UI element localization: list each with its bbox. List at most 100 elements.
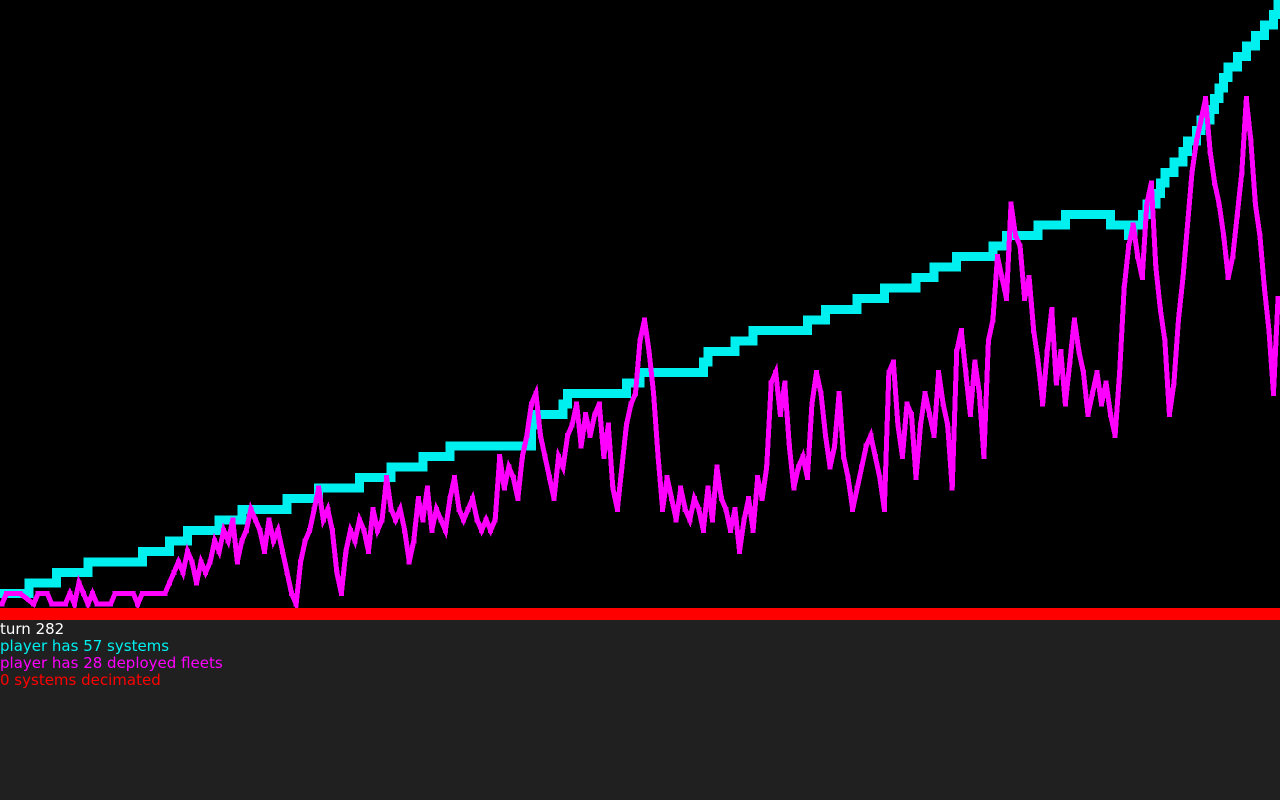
fleets-point xyxy=(44,590,50,596)
fleets-point xyxy=(239,538,245,544)
fleets-point xyxy=(429,527,435,533)
systems-point xyxy=(997,241,1007,251)
fleets-point xyxy=(795,464,801,470)
fleets-point xyxy=(1144,201,1150,207)
fleets-point xyxy=(492,517,498,523)
systems-point xyxy=(1223,62,1233,72)
systems-point xyxy=(821,304,831,314)
fleets-point xyxy=(651,390,657,396)
systems-point xyxy=(214,515,224,525)
fleets-point xyxy=(927,412,933,418)
fleets-point xyxy=(908,412,914,418)
fleets-point xyxy=(1171,380,1177,386)
fleets-point xyxy=(280,548,286,554)
fleets-point xyxy=(442,527,448,533)
fleets-point xyxy=(1008,201,1014,207)
fleets-point xyxy=(248,506,254,512)
fleets-point xyxy=(786,443,792,449)
fleets-point xyxy=(203,569,209,575)
fleets-point xyxy=(854,485,860,491)
fleets-point xyxy=(1112,433,1118,439)
fleets-point xyxy=(162,590,168,596)
systems-point xyxy=(51,567,61,577)
fleets-point xyxy=(1067,359,1073,365)
systems-point xyxy=(1119,220,1129,230)
fleets-point xyxy=(556,454,562,460)
systems-point xyxy=(440,452,450,462)
systems-point xyxy=(848,304,858,314)
fleets-point xyxy=(605,422,611,428)
systems-point xyxy=(730,336,740,346)
fleets-point xyxy=(691,496,697,502)
fleets-point xyxy=(1248,138,1254,144)
fleets-point xyxy=(1175,317,1181,323)
fleets-point xyxy=(198,559,204,565)
fleets-point xyxy=(189,559,195,565)
fleets-point xyxy=(130,590,136,596)
fleets-point xyxy=(1270,390,1276,396)
systems-point xyxy=(354,473,364,483)
fleets-point xyxy=(601,454,607,460)
systems-point xyxy=(183,525,193,535)
fleets-point xyxy=(687,517,693,523)
fleets-point xyxy=(669,496,675,502)
fleets-point xyxy=(470,496,476,502)
systems-point xyxy=(635,367,645,377)
fleets-point xyxy=(777,412,783,418)
fleets-point xyxy=(682,506,688,512)
fleets-point xyxy=(818,390,824,396)
fleets-point xyxy=(1180,275,1186,281)
fleets-point xyxy=(510,475,516,481)
systems-point xyxy=(875,294,885,304)
fleets-point xyxy=(275,527,281,533)
fleets-point xyxy=(388,506,394,512)
fleets-point xyxy=(1207,148,1213,154)
systems-point xyxy=(526,420,536,430)
fleets-point xyxy=(940,401,946,407)
fleets-point xyxy=(727,527,733,533)
systems-point xyxy=(816,315,826,325)
fleets-point xyxy=(234,559,240,565)
fleets-point xyxy=(497,454,503,460)
systems-point xyxy=(617,388,627,398)
systems-line xyxy=(2,4,1280,598)
systems-point xyxy=(744,336,754,346)
fleets-point xyxy=(411,538,417,544)
fleets-point xyxy=(560,464,566,470)
fleets-point xyxy=(723,506,729,512)
fleets-point xyxy=(171,569,177,575)
fleets-point xyxy=(918,422,924,428)
fleets-point xyxy=(985,338,991,344)
status-panel: turn 282 player has 57 systems player ha… xyxy=(0,620,1280,800)
systems-point xyxy=(160,546,170,556)
systems-point xyxy=(1101,210,1111,220)
fleets-point xyxy=(76,580,82,586)
fleets-point xyxy=(420,517,426,523)
systems-count-text: player has 57 systems xyxy=(0,637,170,655)
fleets-point xyxy=(257,527,263,533)
fleets-point xyxy=(890,359,896,365)
fleets-point xyxy=(356,517,362,523)
fleets-point xyxy=(1221,233,1227,239)
fleets-point xyxy=(845,475,851,481)
fleets-point xyxy=(574,401,580,407)
systems-point xyxy=(20,588,30,598)
fleets-point xyxy=(1252,201,1258,207)
fleets-point xyxy=(139,590,145,596)
fleets-point xyxy=(696,506,702,512)
fleets-point xyxy=(863,443,869,449)
fleets-point xyxy=(737,548,743,554)
fleets-point xyxy=(565,433,571,439)
fleets-point xyxy=(108,601,114,607)
systems-point xyxy=(1178,146,1188,156)
fleets-point xyxy=(664,475,670,481)
fleets-point xyxy=(913,475,919,481)
systems-point xyxy=(83,557,93,567)
fleets-point xyxy=(379,517,385,523)
fleets-point xyxy=(185,548,191,554)
fleets-point xyxy=(895,422,901,428)
fleets-point xyxy=(524,433,530,439)
fleets-point xyxy=(375,527,381,533)
fleets-point xyxy=(1044,348,1050,354)
fleets-point xyxy=(1266,327,1272,333)
